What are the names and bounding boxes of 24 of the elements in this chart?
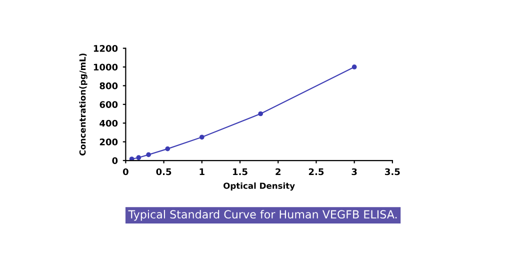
text: Typical Standard Curve for Human VEGFB ELISA.	[128, 210, 397, 221]
x-tick-label: 1	[200, 168, 204, 176]
point	[136, 155, 142, 160]
y-tick-label: 400	[100, 120, 118, 127]
x-tick-label: 0.5	[156, 168, 172, 176]
x-tick-label: 2	[276, 168, 280, 176]
y-tick-label: 600	[100, 101, 118, 108]
x-tick-label: 0	[122, 168, 128, 176]
y-tick-label: 0	[112, 157, 118, 164]
y-tick-label: 800	[100, 82, 118, 90]
point	[165, 146, 170, 152]
y-axis-title: Concentration(pg/mL)	[79, 54, 88, 156]
y-tick-label: 1000	[94, 64, 118, 71]
y-tick-label: 1200	[94, 45, 118, 52]
x-tick-label: 2.5	[308, 168, 324, 176]
x-axis-title: Optical Density	[224, 182, 295, 191]
point	[146, 152, 151, 158]
x-tick-label: 3	[352, 168, 357, 176]
x-tick-label: 3.5	[385, 168, 400, 176]
y-tick-label: 200	[100, 138, 118, 146]
x-tick-label: 1.5	[233, 168, 248, 176]
point	[352, 64, 357, 70]
point	[199, 134, 204, 140]
point	[258, 111, 264, 116]
